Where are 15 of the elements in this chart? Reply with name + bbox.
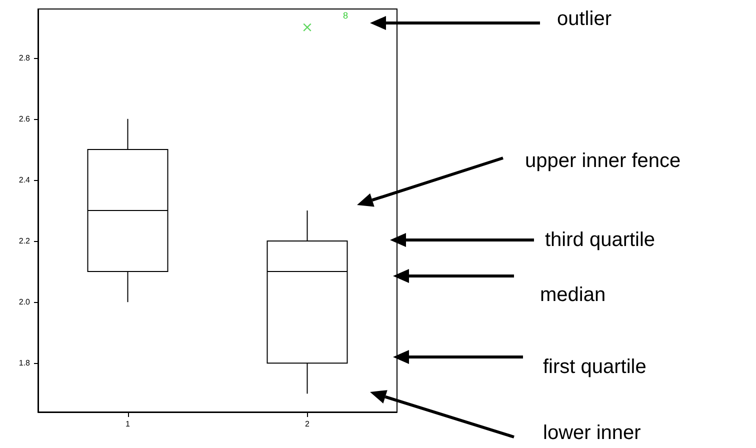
y-tick-label: 2.6 [18, 114, 31, 124]
text: lower inner [543, 422, 642, 444]
text: outlier [557, 8, 612, 30]
x-tick-label: 2 [305, 420, 310, 428]
annotation: 8 [343, 10, 348, 20]
y-tick-label: 2.4 [18, 175, 31, 184]
text: upper inner fence [525, 150, 681, 172]
y-tick-label: 2.0 [18, 298, 31, 307]
text: first quartile [543, 356, 646, 378]
y-tick-label: 2.8 [18, 53, 31, 62]
text: median [540, 284, 606, 306]
x-tick-label: 1 [126, 420, 131, 428]
y-tick-label: 2.2 [18, 236, 31, 246]
y-tick-label: 1.8 [18, 358, 31, 368]
text: third quartile [545, 229, 656, 251]
